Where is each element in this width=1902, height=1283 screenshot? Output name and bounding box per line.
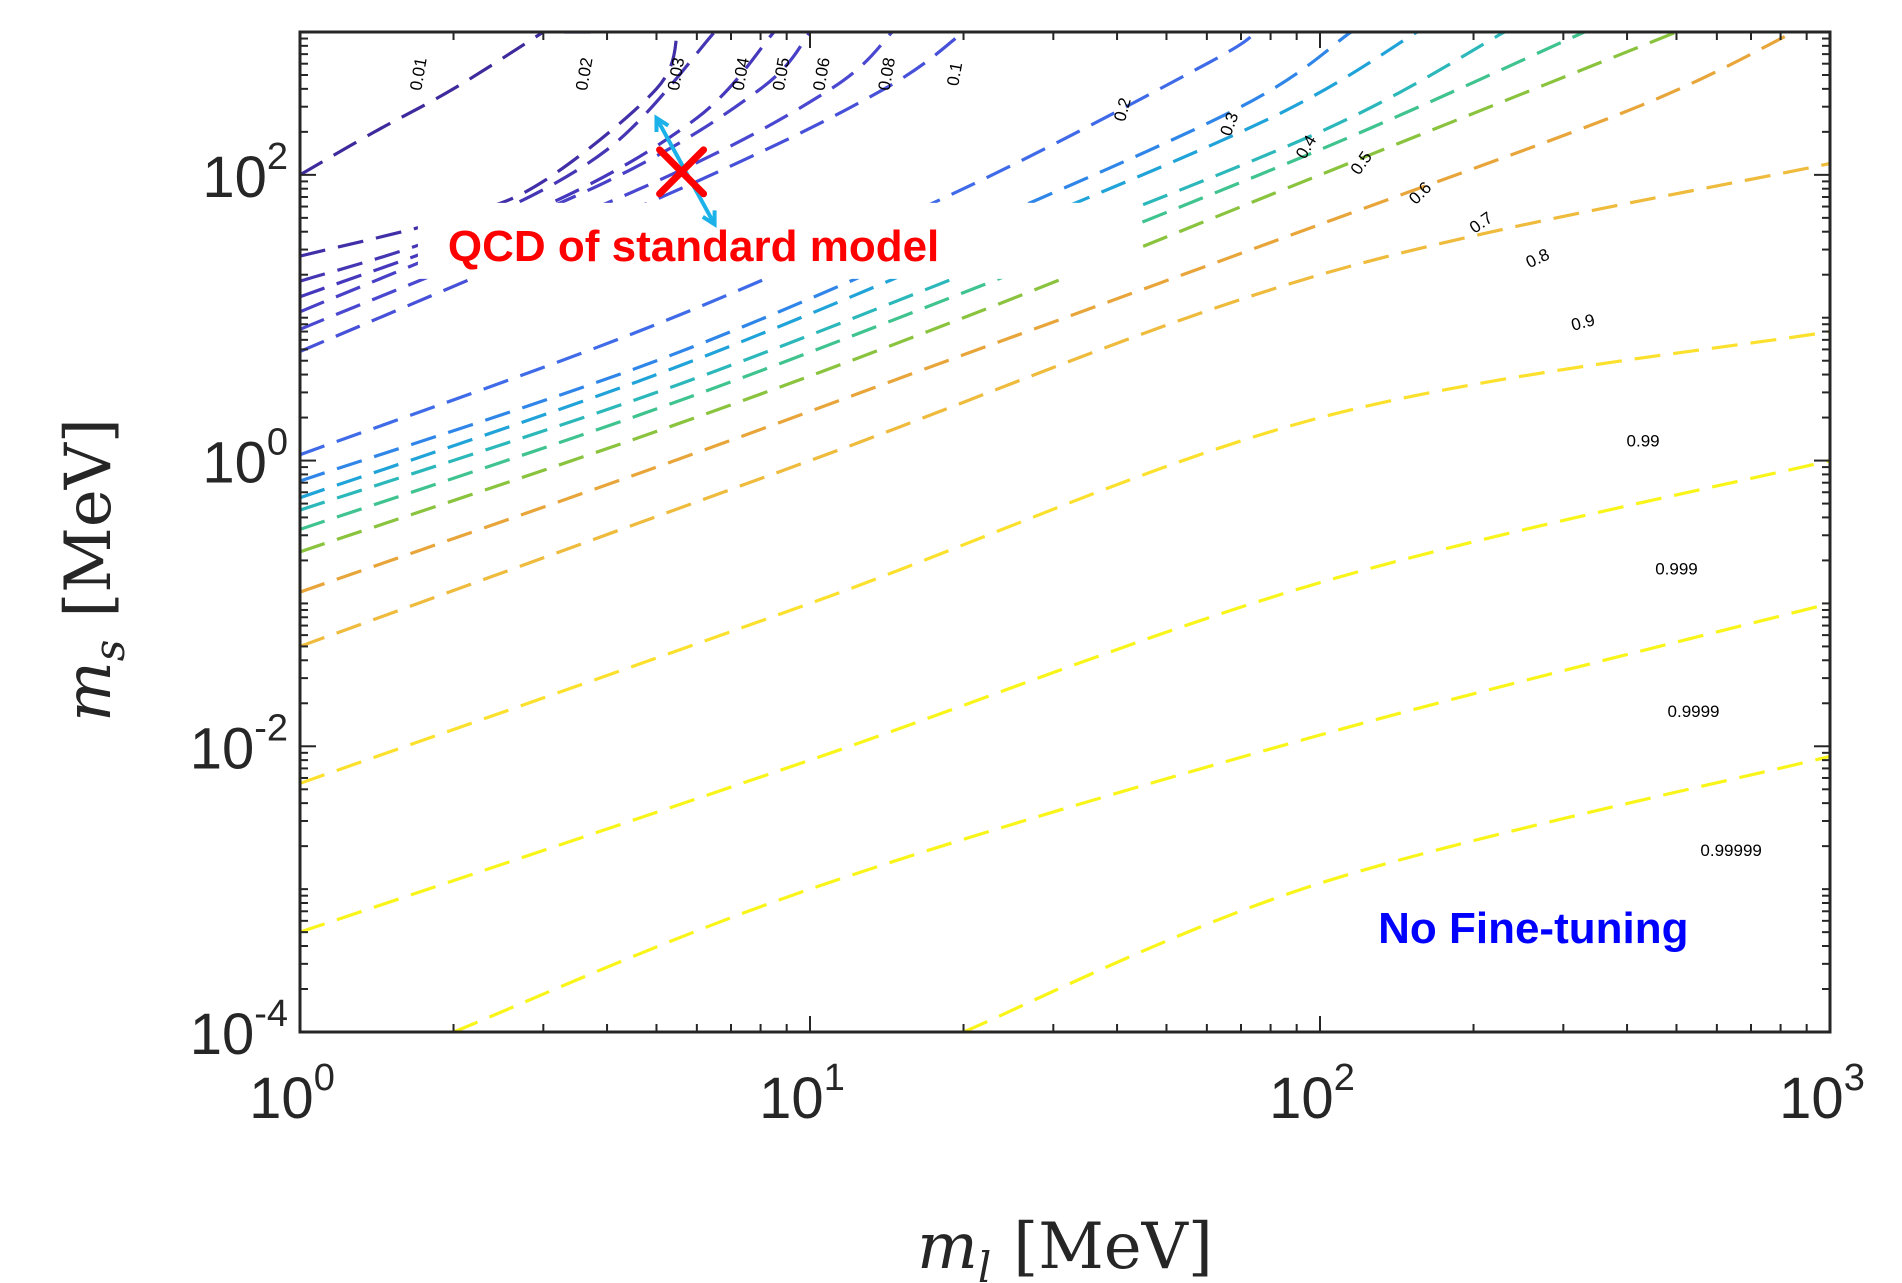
contour-line-0.08 [300, 32, 894, 331]
contour-label-0.5: 0.5 [1347, 148, 1376, 178]
no-fine-tuning-annotation: No Fine-tuning [1378, 904, 1688, 953]
contour-label-0.06: 0.06 [809, 56, 833, 92]
contour-line-0.99999 [962, 754, 1830, 1032]
contours-layer [300, 32, 1830, 1032]
tick-labels-layer: 100 101 102 103 10-4 10-2 100 102 [190, 136, 1865, 1131]
contour-label-0.9999: 0.9999 [1668, 702, 1720, 721]
y-tick-label: 102 [202, 136, 288, 210]
contour-line-0.9 [300, 161, 1830, 648]
contour-line-0.04 [300, 32, 716, 283]
contour-label-0.03: 0.03 [664, 56, 688, 92]
qcd-label-background [417, 202, 1138, 279]
arrow-head [654, 114, 670, 133]
contour-label-0.04: 0.04 [729, 56, 753, 92]
x-tick-label: 103 [1779, 1057, 1865, 1131]
contour-label-0.4: 0.4 [1292, 132, 1320, 162]
contour-label-0.3: 0.3 [1216, 110, 1242, 139]
y-tick-label: 10-4 [190, 993, 288, 1067]
x-tick-label: 100 [249, 1057, 335, 1131]
contour-line-0.01 [300, 32, 545, 177]
contour-line-0.9999 [452, 601, 1830, 1032]
contour-label-0.1: 0.1 [943, 61, 966, 88]
x-axis-title: ml [MeV] [917, 1210, 1213, 1283]
ticks-layer [299, 32, 1830, 1033]
contour-label-0.99999: 0.99999 [1700, 841, 1761, 860]
qcd-annotation: QCD of standard model [448, 222, 939, 271]
contour-line-0.1 [300, 32, 965, 353]
contour-line-0.03 [300, 32, 680, 258]
contour-label-0.8: 0.8 [1523, 245, 1552, 272]
contour-label-0.6: 0.6 [1405, 178, 1435, 208]
contour-line-0.5 [300, 32, 1506, 512]
contour-line-0.7 [300, 32, 1678, 554]
contour-line-0.2 [300, 32, 1258, 457]
contour-label-0.9: 0.9 [1569, 310, 1597, 334]
contour-line-0.99 [300, 330, 1830, 785]
contour-line-0.6 [300, 32, 1586, 531]
annotations-layer: QCD of standard model No Fine-tuning [448, 222, 1689, 953]
contour-line-0.3 [300, 32, 1352, 483]
contour-line-0.999 [300, 459, 1830, 934]
contour-line-0.06 [300, 32, 812, 314]
contour-label-0.2: 0.2 [1110, 96, 1134, 124]
y-tick-label: 10-2 [190, 707, 288, 781]
contour-label-0.01: 0.01 [406, 56, 430, 92]
contour-label-0.999: 0.999 [1655, 559, 1698, 578]
contour-line-0.05 [300, 32, 776, 299]
marker-layer [654, 114, 717, 229]
plot-frame [298, 30, 1832, 1034]
arrow-head [701, 210, 717, 229]
contour-label-0.05: 0.05 [769, 56, 793, 92]
contour-label-0.02: 0.02 [572, 56, 596, 92]
y-axis-title: ms[MeV] [52, 418, 134, 722]
contour-line-0.8 [300, 32, 1795, 594]
x-tick-label: 102 [1269, 1057, 1355, 1131]
x-tick-label: 101 [759, 1057, 845, 1131]
contour-label-0.99: 0.99 [1627, 432, 1660, 451]
contour-label-0.08: 0.08 [875, 56, 899, 92]
y-tick-label: 100 [202, 422, 288, 496]
contour-labels-layer: 0.01 0.02 0.03 0.04 0.05 0.06 0.08 0.1 0.2 0.3 0.4… [406, 56, 1762, 860]
marker-x [656, 146, 708, 198]
